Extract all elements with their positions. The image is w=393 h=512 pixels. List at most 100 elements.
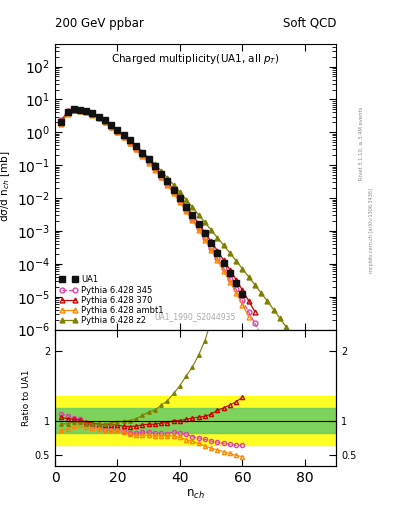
Pythia 6.428 345 bbox=[65, 108, 70, 114]
Text: mcplots.cern.ch [arXiv:1306.3436]: mcplots.cern.ch [arXiv:1306.3436] bbox=[369, 188, 375, 273]
UA1 bbox=[134, 143, 139, 149]
Pythia 6.428 370 bbox=[196, 221, 201, 227]
Pythia 6.428 370 bbox=[90, 111, 95, 117]
Pythia 6.428 z2 bbox=[215, 234, 220, 241]
Pythia 6.428 ambt1 bbox=[234, 290, 239, 296]
UA1 bbox=[65, 109, 70, 115]
Pythia 6.428 370 bbox=[152, 164, 157, 170]
Pythia 6.428 345 bbox=[146, 159, 151, 165]
Pythia 6.428 z2 bbox=[296, 342, 301, 348]
Pythia 6.428 345 bbox=[234, 286, 239, 292]
Pythia 6.428 370 bbox=[228, 267, 232, 273]
Line: Pythia 6.428 345: Pythia 6.428 345 bbox=[61, 109, 267, 348]
Pythia 6.428 z2 bbox=[190, 204, 195, 210]
Pythia 6.428 ambt1 bbox=[228, 279, 232, 285]
Pythia 6.428 ambt1 bbox=[59, 121, 64, 127]
Pythia 6.428 z2 bbox=[103, 118, 107, 124]
Pythia 6.428 z2 bbox=[152, 161, 157, 167]
UA1 bbox=[121, 132, 126, 138]
Pythia 6.428 ambt1 bbox=[202, 237, 207, 243]
Pythia 6.428 370 bbox=[221, 257, 226, 263]
Pythia 6.428 z2 bbox=[277, 315, 282, 321]
Pythia 6.428 370 bbox=[171, 186, 176, 193]
Pythia 6.428 370 bbox=[159, 171, 163, 177]
Text: UA1_1990_S2044935: UA1_1990_S2044935 bbox=[155, 312, 236, 321]
UA1 bbox=[78, 107, 83, 113]
Pythia 6.428 370 bbox=[84, 108, 88, 114]
Pythia 6.428 370 bbox=[234, 276, 239, 283]
Pythia 6.428 z2 bbox=[309, 361, 313, 367]
Pythia 6.428 370 bbox=[109, 122, 114, 129]
Pythia 6.428 ambt1 bbox=[246, 313, 251, 319]
UA1 bbox=[146, 156, 151, 162]
Pythia 6.428 345 bbox=[178, 198, 182, 204]
Pythia 6.428 345 bbox=[259, 332, 263, 338]
Pythia 6.428 345 bbox=[159, 174, 163, 180]
Pythia 6.428 370 bbox=[103, 118, 107, 124]
Pythia 6.428 z2 bbox=[196, 212, 201, 218]
UA1 bbox=[59, 119, 64, 125]
Pythia 6.428 370 bbox=[165, 179, 170, 185]
Pythia 6.428 ambt1 bbox=[165, 182, 170, 188]
Pythia 6.428 345 bbox=[134, 146, 139, 152]
Pythia 6.428 345 bbox=[190, 216, 195, 222]
Pythia 6.428 z2 bbox=[134, 143, 139, 149]
UA1 bbox=[109, 122, 114, 128]
UA1 bbox=[190, 212, 195, 218]
Pythia 6.428 z2 bbox=[121, 132, 126, 138]
Pythia 6.428 ambt1 bbox=[184, 208, 189, 214]
Pythia 6.428 345 bbox=[78, 106, 83, 113]
Pythia 6.428 370 bbox=[190, 212, 195, 218]
Pythia 6.428 ambt1 bbox=[78, 108, 83, 114]
UA1 bbox=[72, 106, 76, 112]
Pythia 6.428 345 bbox=[109, 123, 114, 130]
Pythia 6.428 345 bbox=[90, 111, 95, 117]
Pythia 6.428 ambt1 bbox=[65, 111, 70, 117]
Pythia 6.428 345 bbox=[215, 255, 220, 261]
Pythia 6.428 ambt1 bbox=[109, 123, 114, 130]
Pythia 6.428 ambt1 bbox=[215, 257, 220, 263]
Pythia 6.428 370 bbox=[146, 157, 151, 163]
Pythia 6.428 ambt1 bbox=[240, 302, 245, 308]
UA1 bbox=[96, 114, 101, 120]
Pythia 6.428 ambt1 bbox=[84, 109, 88, 115]
Pythia 6.428 345 bbox=[165, 181, 170, 187]
Pythia 6.428 ambt1 bbox=[72, 108, 76, 114]
Pythia 6.428 z2 bbox=[146, 155, 151, 161]
Text: Soft QCD: Soft QCD bbox=[283, 16, 336, 30]
Pythia 6.428 z2 bbox=[115, 127, 120, 133]
Pythia 6.428 370 bbox=[215, 248, 220, 254]
Pythia 6.428 z2 bbox=[178, 189, 182, 196]
UA1 bbox=[184, 204, 189, 210]
UA1 bbox=[171, 186, 176, 193]
Pythia 6.428 370 bbox=[65, 109, 70, 115]
Line: Pythia 6.428 ambt1: Pythia 6.428 ambt1 bbox=[61, 111, 249, 316]
Pythia 6.428 z2 bbox=[271, 307, 276, 313]
UA1 bbox=[128, 137, 132, 143]
UA1 bbox=[209, 240, 213, 246]
UA1 bbox=[159, 170, 163, 177]
UA1 bbox=[215, 249, 220, 255]
Pythia 6.428 370 bbox=[128, 138, 132, 144]
Pythia 6.428 345 bbox=[84, 109, 88, 115]
Pythia 6.428 z2 bbox=[209, 227, 213, 233]
Y-axis label: dσ/d n$_{ch}$ [mb]: dσ/d n$_{ch}$ [mb] bbox=[0, 151, 13, 222]
Pythia 6.428 370 bbox=[246, 297, 251, 304]
Pythia 6.428 370 bbox=[121, 133, 126, 139]
Bar bbox=[55, 396, 336, 445]
UA1 bbox=[202, 230, 207, 237]
Pythia 6.428 ambt1 bbox=[90, 112, 95, 118]
Pythia 6.428 z2 bbox=[246, 273, 251, 280]
Pythia 6.428 z2 bbox=[159, 168, 163, 174]
Pythia 6.428 ambt1 bbox=[209, 247, 213, 253]
Pythia 6.428 370 bbox=[184, 203, 189, 209]
UA1 bbox=[115, 126, 120, 133]
Pythia 6.428 ambt1 bbox=[178, 199, 182, 205]
Pythia 6.428 345 bbox=[209, 245, 213, 251]
Pythia 6.428 345 bbox=[184, 207, 189, 213]
Pythia 6.428 z2 bbox=[240, 266, 245, 272]
Pythia 6.428 370 bbox=[252, 309, 257, 315]
Pythia 6.428 z2 bbox=[72, 106, 76, 113]
X-axis label: n$_{ch}$: n$_{ch}$ bbox=[186, 487, 205, 501]
Pythia 6.428 z2 bbox=[65, 110, 70, 116]
